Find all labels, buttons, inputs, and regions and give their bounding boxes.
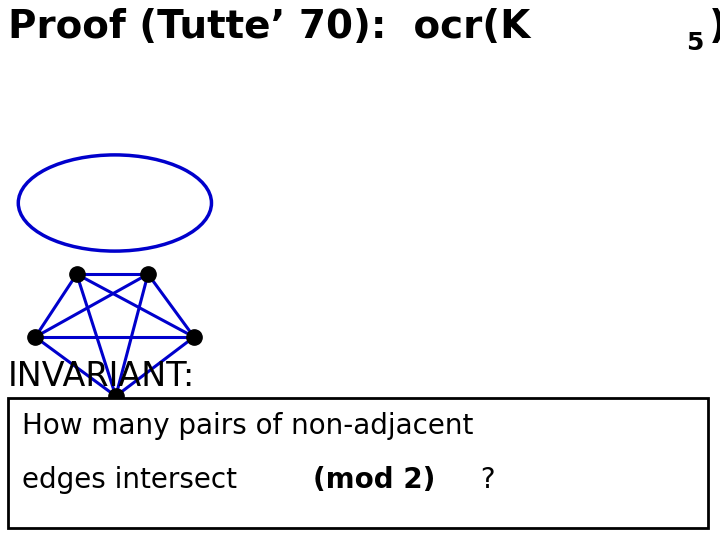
Text: How many pairs of non-adjacent: How many pairs of non-adjacent	[22, 412, 473, 440]
Text: Proof (Tutte’ 70):  ocr(K: Proof (Tutte’ 70): ocr(K	[8, 8, 530, 46]
Text: )=1: )=1	[708, 8, 720, 46]
Text: edges intersect: edges intersect	[22, 466, 246, 494]
Text: 5: 5	[686, 31, 703, 55]
Text: INVARIANT:: INVARIANT:	[8, 360, 195, 393]
Bar	[8, 398, 708, 528]
Text: ?: ?	[472, 466, 495, 494]
Text: (mod 2): (mod 2)	[312, 466, 435, 494]
